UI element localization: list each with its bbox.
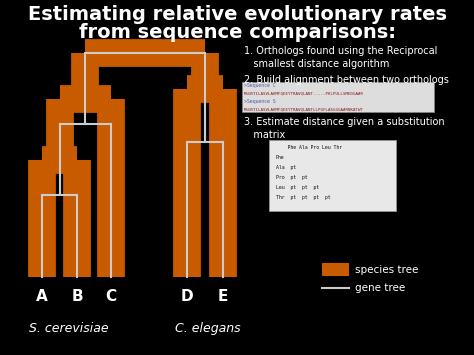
Text: 2. Build alignment between two orthologs: 2. Build alignment between two orthologs (244, 75, 449, 84)
Text: S. cerevisiae: S. cerevisiae (29, 322, 109, 335)
Text: E: E (218, 289, 228, 304)
Text: Phe: Phe (275, 155, 284, 160)
Text: species tree: species tree (355, 265, 418, 275)
Text: gene tree: gene tree (355, 283, 405, 293)
Text: C: C (106, 289, 117, 304)
FancyBboxPatch shape (322, 263, 349, 276)
Text: 3. Estimate distance given a substitution: 3. Estimate distance given a substitutio… (244, 117, 445, 127)
Text: Phe Ala Pro Leu Thr: Phe Ala Pro Leu Thr (275, 145, 342, 150)
Text: D: D (181, 289, 193, 304)
Text: MSGRTILASVLAKMFQEEYTRAVQLANT-----PKLPULLSMEDGAAR: MSGRTILASVLAKMFQEEYTRAVQLANT-----PKLPULL… (244, 91, 364, 95)
Text: >Sequence S: >Sequence S (244, 99, 275, 104)
Text: Leu  pt  pt  pt: Leu pt pt pt (275, 185, 319, 190)
FancyBboxPatch shape (269, 140, 396, 211)
Text: B: B (72, 289, 83, 304)
Text: from sequence comparisons:: from sequence comparisons: (79, 23, 396, 42)
Text: Thr  pt  pt  pt  pt: Thr pt pt pt pt (275, 195, 330, 200)
Text: Ala  pt: Ala pt (275, 165, 296, 170)
Text: smallest distance algorithm: smallest distance algorithm (244, 59, 389, 69)
Text: 1. Orthologs found using the Reciprocal: 1. Orthologs found using the Reciprocal (244, 46, 438, 56)
Text: C. elegans: C. elegans (175, 322, 241, 335)
Text: Pro  pt  pt: Pro pt pt (275, 175, 307, 180)
Text: >Sequence C: >Sequence C (244, 83, 275, 88)
Text: A: A (36, 289, 47, 304)
Text: matrix: matrix (244, 130, 285, 140)
FancyBboxPatch shape (242, 82, 434, 112)
Text: Estimating relative evolutionary rates: Estimating relative evolutionary rates (28, 5, 447, 24)
Text: MSGRTILASVLAKMFQEEYTRAVQLANTLLPGFLASGGGAARNKATWT: MSGRTILASVLAKMFQEEYTRAVQLANTLLPGFLASGGGA… (244, 107, 364, 111)
